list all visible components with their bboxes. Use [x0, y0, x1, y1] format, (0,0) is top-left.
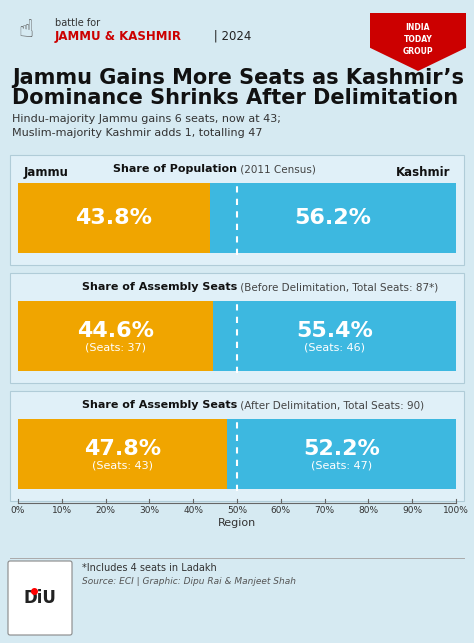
FancyBboxPatch shape — [10, 273, 464, 383]
Text: | 2024: | 2024 — [210, 30, 251, 43]
Text: 44.6%: 44.6% — [77, 321, 154, 341]
Text: 47.8%: 47.8% — [84, 439, 161, 459]
Text: 70%: 70% — [315, 506, 335, 515]
Text: battle for: battle for — [55, 18, 100, 28]
Text: 40%: 40% — [183, 506, 203, 515]
Text: 10%: 10% — [52, 506, 72, 515]
Text: Source: ECI | Graphic: Dipu Rai & Manjeet Shah: Source: ECI | Graphic: Dipu Rai & Manjee… — [82, 577, 296, 586]
FancyBboxPatch shape — [10, 391, 464, 501]
Text: 56.2%: 56.2% — [294, 208, 372, 228]
Polygon shape — [370, 13, 466, 71]
Text: (2011 Census): (2011 Census) — [237, 164, 316, 174]
Text: Share of Population: Share of Population — [113, 164, 237, 174]
FancyBboxPatch shape — [10, 155, 464, 265]
Text: (Seats: 47): (Seats: 47) — [311, 461, 372, 471]
Bar — [18, 183, 210, 253]
Text: Dominance Shrinks After Delimitation: Dominance Shrinks After Delimitation — [12, 88, 458, 108]
Text: Kashmir: Kashmir — [395, 166, 450, 179]
Bar — [18, 301, 213, 371]
Text: (Seats: 43): (Seats: 43) — [92, 461, 153, 471]
Text: 60%: 60% — [271, 506, 291, 515]
Text: INDIA
TODAY
GROUP: INDIA TODAY GROUP — [403, 23, 433, 55]
Bar — [210, 183, 456, 253]
Text: Region: Region — [218, 518, 256, 528]
Text: 50%: 50% — [227, 506, 247, 515]
Text: 80%: 80% — [358, 506, 378, 515]
Text: 100%: 100% — [443, 506, 469, 515]
Text: JAMMU & KASHMIR: JAMMU & KASHMIR — [55, 30, 182, 43]
Text: (Before Delimitation, Total Seats: 87*): (Before Delimitation, Total Seats: 87*) — [237, 282, 438, 292]
Text: 0%: 0% — [11, 506, 25, 515]
Text: Share of Assembly Seats: Share of Assembly Seats — [82, 400, 237, 410]
Text: 43.8%: 43.8% — [75, 208, 153, 228]
Text: Share of Assembly Seats: Share of Assembly Seats — [82, 282, 237, 292]
Text: *Includes 4 seats in Ladakh: *Includes 4 seats in Ladakh — [82, 563, 217, 573]
Text: DiU: DiU — [24, 589, 56, 607]
Text: (Seats: 37): (Seats: 37) — [85, 343, 146, 353]
Text: Jammu Gains More Seats as Kashmir’s: Jammu Gains More Seats as Kashmir’s — [12, 68, 464, 88]
Text: ☝: ☝ — [18, 18, 33, 42]
Text: Muslim-majority Kashmir adds 1, totalling 47: Muslim-majority Kashmir adds 1, totallin… — [12, 128, 263, 138]
Bar — [213, 301, 456, 371]
FancyBboxPatch shape — [8, 561, 72, 635]
Text: Hindu-majority Jammu gains 6 seats, now at 43;: Hindu-majority Jammu gains 6 seats, now … — [12, 114, 281, 124]
Text: 52.2%: 52.2% — [303, 439, 380, 459]
Text: 20%: 20% — [96, 506, 116, 515]
Bar — [228, 419, 456, 489]
Text: 90%: 90% — [402, 506, 422, 515]
Text: 55.4%: 55.4% — [296, 321, 373, 341]
Bar — [18, 419, 228, 489]
Text: (After Delimitation, Total Seats: 90): (After Delimitation, Total Seats: 90) — [237, 400, 424, 410]
Text: (Seats: 46): (Seats: 46) — [304, 343, 365, 353]
Text: 30%: 30% — [139, 506, 159, 515]
Text: Jammu: Jammu — [24, 166, 69, 179]
